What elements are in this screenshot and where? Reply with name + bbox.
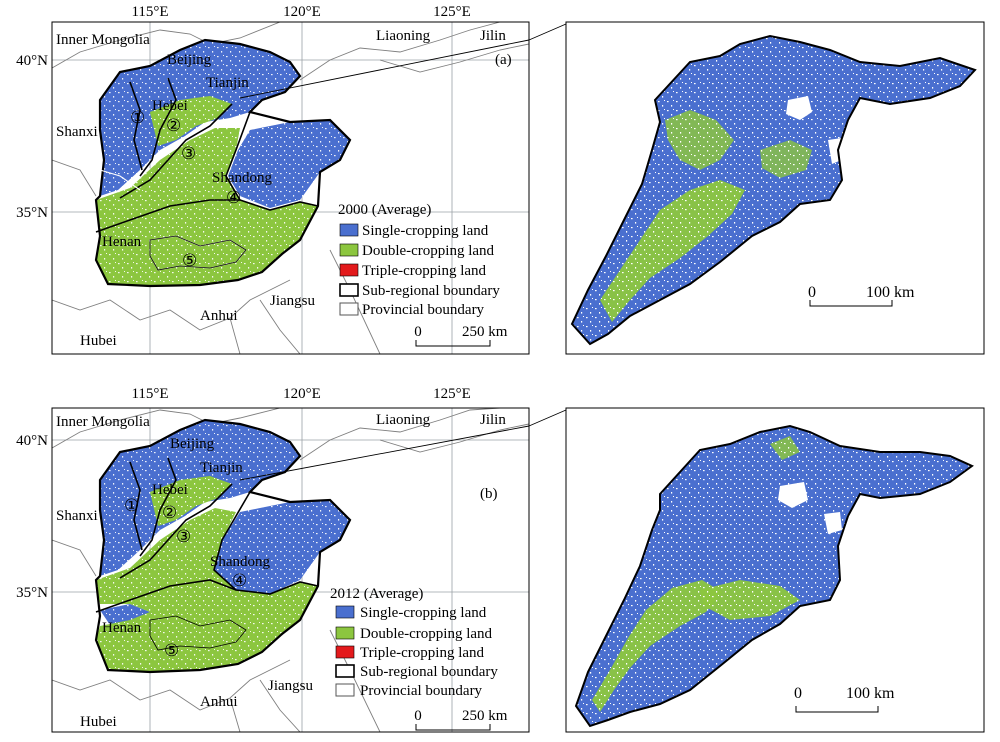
- panel-b-label-inner-mongolia: Inner Mongolia: [56, 414, 150, 430]
- panel-b-legend-subregional: Sub-regional boundary: [360, 664, 498, 680]
- panel-b-scale-bar: 0 250 km: [414, 708, 508, 731]
- panel-a-inset-scale-zero: 0: [808, 284, 816, 301]
- panel-b-label-hubei: Hubei: [80, 714, 117, 730]
- panel-b-inset-map: 0 100 km: [565, 407, 985, 733]
- panel-a-legend-swatch-subregional: [339, 283, 359, 297]
- panel-a-legend-triple: Triple-cropping land: [362, 263, 487, 279]
- panel-a-label-jiangsu: Jiangsu: [270, 293, 316, 309]
- panel-a-label-hebei: Hebei: [152, 98, 188, 114]
- panel-b-label-shanxi: Shanxi: [56, 508, 98, 524]
- panel-b-main-map: 115°E 120°E 125°E 40°N 35°N Inner Mongol…: [16, 386, 567, 733]
- panel-b-pointer-top: [528, 409, 567, 427]
- panel-a-subregion-5: ⑤: [182, 251, 197, 270]
- panel-b-label-hebei: Hebei: [152, 482, 188, 498]
- panel-a-label-tianjin: Tianjin: [206, 75, 249, 91]
- panel-b-legend: 2012 (Average) Single-cropping land Doub…: [330, 586, 498, 699]
- panel-b-lat-40: 40°N: [16, 433, 48, 449]
- panel-a-pointer-top: [528, 23, 567, 41]
- panel-a-subregion-1: ①: [130, 108, 145, 127]
- panel-b-legend-title: 2012 (Average): [330, 586, 423, 602]
- panel-b-subregion-1: ①: [124, 496, 139, 515]
- panel-a-label-jilin: Jilin: [480, 28, 506, 44]
- panel-a-label-shandong: Shandong: [212, 170, 273, 186]
- panel-a-inset-map: 0 100 km: [565, 21, 985, 355]
- panel-a-legend-single: Single-cropping land: [362, 223, 489, 239]
- panel-b-inset-scale-bar: 0 100 km: [794, 685, 895, 713]
- panel-b-legend-swatch-single: [335, 605, 355, 619]
- panel-a-main-map: 115°E 120°E 125°E 40°N 35°N Inner Mongol…: [16, 4, 567, 355]
- panel-b-label-beijing: Beijing: [170, 436, 215, 452]
- panel-b-legend-triple: Triple-cropping land: [360, 645, 485, 661]
- panel-a-legend-title: 2000 (Average): [338, 202, 431, 218]
- panel-a-legend-provincial: Provincial boundary: [362, 302, 485, 318]
- panel-b-subregion-4: ④: [232, 571, 247, 590]
- panel-a-legend-swatch-provincial: [339, 302, 359, 316]
- panel-a-scale-zero: 0: [414, 324, 422, 340]
- panel-a-label-beijing: Beijing: [167, 52, 212, 68]
- panel-a-subregion-3: ③: [181, 144, 196, 163]
- panel-b-legend-swatch-provincial: [335, 683, 355, 697]
- panel-a-pointer-bottom: [239, 39, 530, 99]
- panel-a-legend-swatch-double: [339, 243, 359, 257]
- panel-a-label-inner-mongolia: Inner Mongolia: [56, 32, 150, 48]
- panel-a-lat-40: 40°N: [16, 53, 48, 69]
- panel-a-subregional-boundaries: [95, 77, 319, 233]
- panel-b-inset-scale-value: 100 km: [846, 685, 895, 702]
- panel-b-inset-scale-zero: 0: [794, 685, 802, 702]
- panel-b-label-liaoning: Liaoning: [376, 412, 431, 428]
- panel-a-legend-swatch-single: [339, 223, 359, 237]
- panel-b-subregional-boundaries: [95, 457, 319, 613]
- panel-a-legend-swatch-triple: [339, 263, 359, 277]
- panel-b-legend-swatch-double: [335, 626, 355, 640]
- panel-b-label-tianjin: Tianjin: [200, 460, 243, 476]
- panel-b-scale-value: 250 km: [462, 708, 508, 724]
- panel-a-label-shanxi: Shanxi: [56, 124, 98, 140]
- panel-b-subregion-2: ②: [162, 503, 177, 522]
- panel-b-tag: (b): [480, 486, 498, 502]
- panel-b-label-shandong: Shandong: [210, 554, 271, 570]
- panel-b-lon-115: 115°E: [131, 386, 168, 402]
- panel-b-label-jiangsu: Jiangsu: [268, 678, 314, 694]
- panel-a-lon-125: 125°E: [433, 4, 471, 20]
- panel-b-subregion-3: ③: [176, 527, 191, 546]
- panel-a-label-henan: Henan: [102, 234, 142, 250]
- panel-b-lat-35: 35°N: [16, 585, 48, 601]
- panel-a-legend: 2000 (Average) Single-cropping land Doub…: [338, 202, 500, 318]
- panel-b-legend-provincial: Provincial boundary: [360, 683, 483, 699]
- panel-a-lon-120: 120°E: [283, 4, 321, 20]
- panel-a-label-liaoning: Liaoning: [376, 28, 431, 44]
- panel-b-scale-zero: 0: [414, 708, 422, 724]
- panel-b-legend-single: Single-cropping land: [360, 605, 487, 621]
- panel-b-pointer-bottom: [239, 425, 530, 481]
- panel-b-label-henan: Henan: [102, 620, 142, 636]
- panel-b-lon-120: 120°E: [283, 386, 321, 402]
- panel-a-scale-value: 250 km: [462, 324, 508, 340]
- panel-a-inset-scale-value: 100 km: [866, 284, 915, 301]
- panel-b-lon-125: 125°E: [433, 386, 471, 402]
- panel-a-legend-double: Double-cropping land: [362, 243, 495, 259]
- panel-b-legend-double: Double-cropping land: [360, 626, 493, 642]
- panel-b-subregion-5: ⑤: [164, 641, 179, 660]
- panel-a-tag: (a): [495, 52, 512, 68]
- panel-b-legend-swatch-triple: [335, 645, 355, 659]
- panel-a-scale-bar: 0 250 km: [414, 324, 508, 347]
- panel-a-lat-35: 35°N: [16, 205, 48, 221]
- panel-a-legend-subregional: Sub-regional boundary: [362, 283, 500, 299]
- panel-b-legend-swatch-subregional: [335, 664, 355, 678]
- panel-a-lon-115: 115°E: [131, 4, 168, 20]
- panel-b-outside-boundaries: [52, 408, 529, 732]
- panel-a-subregion-4: ④: [226, 188, 241, 207]
- panel-a-label-hubei: Hubei: [80, 333, 117, 349]
- panel-a-label-anhui: Anhui: [200, 308, 238, 324]
- panel-a-inset-scale-bar: 0 100 km: [808, 284, 915, 307]
- panel-b-region-outline: [94, 418, 352, 674]
- panel-b-label-anhui: Anhui: [200, 694, 238, 710]
- panel-a-region-outline: [94, 38, 352, 288]
- panel-b-label-jilin: Jilin: [480, 412, 506, 428]
- panel-a-subregion-2: ②: [166, 116, 181, 135]
